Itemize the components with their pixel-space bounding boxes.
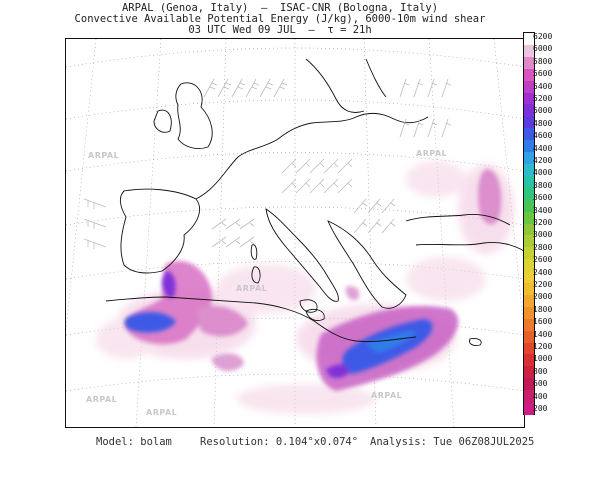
colorbar-tick-label: 5800 xyxy=(533,56,553,66)
colorbar-segment xyxy=(524,306,534,320)
colorbar-tick-label: 800 xyxy=(533,366,548,376)
cape-high-core xyxy=(124,271,433,379)
colorbar-tick-label: 6200 xyxy=(533,32,553,41)
colorbar-segment xyxy=(524,271,534,284)
watermark-1: ARPAL xyxy=(88,151,120,160)
colorbar-segment xyxy=(524,140,534,153)
colorbar-tick-label: 600 xyxy=(533,379,548,389)
map-valid-time: 03 UTC Wed 09 JUL — τ = 21h xyxy=(188,24,372,36)
colorbar-tick-label: 1000 xyxy=(533,354,553,364)
colorbar-tick-label: 3400 xyxy=(533,205,553,215)
colorbar-segment xyxy=(524,68,534,82)
colorbar-segment xyxy=(524,128,534,141)
map-panel: ARPAL ARPAL ARPAL ARPAL ARPAL ARPAL xyxy=(65,38,525,428)
wind-shear-barbs xyxy=(83,78,452,249)
colorbar-tick-label: 3200 xyxy=(533,218,553,227)
colorbar-segment xyxy=(524,163,534,177)
colorbar-segment xyxy=(524,223,534,236)
colorbar-tick-label: 3800 xyxy=(533,180,553,190)
colorbar-tick-label: 1200 xyxy=(533,342,553,351)
colorbar-tick-label: 2400 xyxy=(533,267,553,277)
colorbar-tick-label: 4200 xyxy=(533,156,553,165)
cape-light-shading xyxy=(96,161,514,414)
colorbar-tick-label: 4000 xyxy=(533,168,553,178)
colorbar-segment xyxy=(524,366,534,379)
watermark-3: ARPAL xyxy=(236,284,268,293)
colorbar-segment xyxy=(524,33,534,46)
map-canvas xyxy=(66,39,524,427)
map-subtitle: Convective Available Potential Energy (J… xyxy=(74,13,486,25)
colorbar-tick-label: 3000 xyxy=(533,230,553,240)
colorbar-tick-label: 5000 xyxy=(533,106,553,116)
colorbar-tick-label: 5400 xyxy=(533,81,553,91)
colorbar-segment xyxy=(524,330,534,344)
coastlines xyxy=(105,58,524,346)
colorbar-tick-label: 2200 xyxy=(533,280,553,289)
colorbar-tick-label: 4400 xyxy=(533,143,553,153)
colorbar-segment xyxy=(524,104,534,117)
colorbar-segment xyxy=(524,199,534,213)
colorbar-segment xyxy=(524,283,534,296)
colorbar-segment xyxy=(524,294,534,308)
map-title: ARPAL (Genoa, Italy) — ISAC-CNR (Bologna… xyxy=(121,2,439,14)
colorbar-tick-label: 5200 xyxy=(533,94,553,103)
colorbar-segment xyxy=(524,92,534,105)
colorbar-segment xyxy=(524,235,534,248)
colorbar-segment xyxy=(524,342,534,355)
colorbar-segment xyxy=(524,259,534,272)
colorbar-segment xyxy=(524,175,534,189)
colorbar-tick-label: 2000 xyxy=(533,292,553,302)
colorbar-tick-label: 400 xyxy=(533,391,548,401)
colorbar-tick-label: 4800 xyxy=(533,118,553,128)
colorbar-tick-label: 4600 xyxy=(533,131,553,141)
colorbar-tick-label: 2600 xyxy=(533,255,553,265)
colorbar-segment xyxy=(524,80,534,94)
colorbar-tick-label: 6000 xyxy=(533,44,553,54)
colorbar-segment xyxy=(524,187,534,201)
colorbar-segment xyxy=(524,354,534,367)
colorbar-tick-label: 3600 xyxy=(533,193,553,203)
colorbar xyxy=(523,32,535,415)
footer-analysis: Analysis: Tue 06Z08JUL2025 xyxy=(370,436,535,448)
colorbar-tick-label: 1600 xyxy=(533,317,553,327)
colorbar-segment xyxy=(524,44,534,58)
colorbar-segment xyxy=(524,318,534,332)
colorbar-tick-label: 1400 xyxy=(533,329,553,339)
colorbar-tick-label: 2800 xyxy=(533,242,553,252)
colorbar-segment xyxy=(524,116,534,129)
footer: Model: bolam Resolution: 0.104°x0.074° A… xyxy=(0,436,600,484)
footer-resolution: Resolution: 0.104°x0.074° xyxy=(200,436,359,448)
footer-model: Model: bolam xyxy=(96,436,172,448)
colorbar-segment xyxy=(524,247,534,260)
colorbar-segment xyxy=(524,378,534,391)
colorbar-tick-label: 200 xyxy=(533,404,548,413)
colorbar-segment xyxy=(524,211,534,224)
colorbar-tick-label: 1800 xyxy=(533,304,553,314)
colorbar-segment xyxy=(524,152,534,165)
watermark-4: ARPAL xyxy=(86,395,118,404)
watermark-5: ARPAL xyxy=(371,391,403,400)
colorbar-segment xyxy=(524,402,534,415)
colorbar-tick-label: 5600 xyxy=(533,69,553,79)
watermark-2: ARPAL xyxy=(416,149,448,158)
watermark-6: ARPAL xyxy=(146,408,178,417)
graticule xyxy=(66,39,524,427)
colorbar-segment xyxy=(524,390,534,403)
colorbar-segment xyxy=(524,56,534,70)
